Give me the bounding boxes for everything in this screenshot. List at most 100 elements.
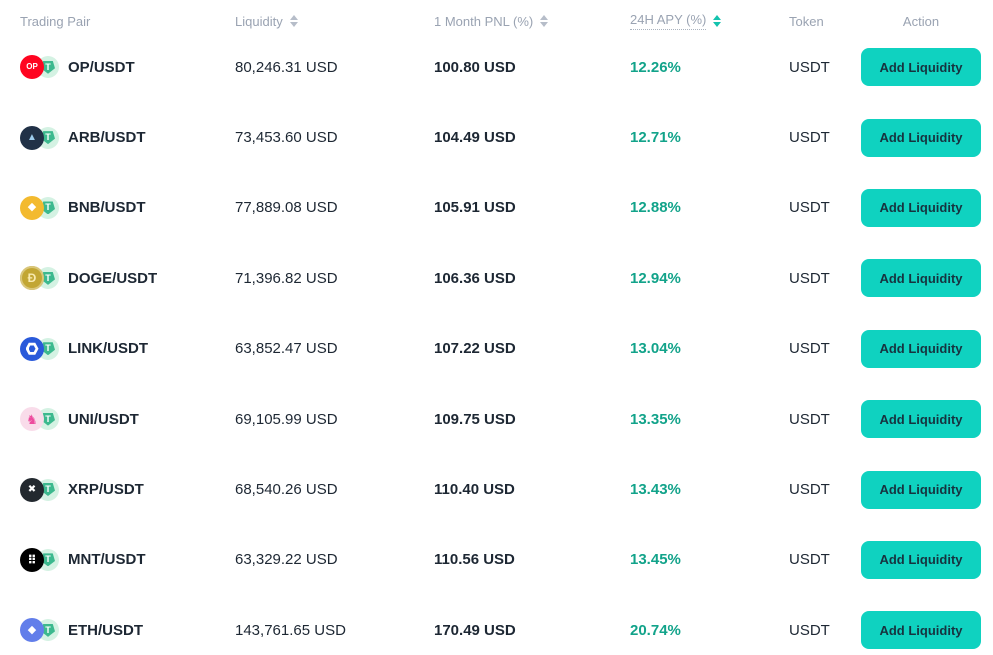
sort-up-icon	[713, 15, 722, 20]
action-cell: Add Liquidity	[861, 540, 981, 579]
action-cell: Add Liquidity	[861, 470, 981, 509]
pair-label: BNB/USDT	[68, 199, 146, 217]
add-liquidity-button[interactable]: Add Liquidity	[861, 188, 981, 227]
pair-icons: ◆ T	[20, 618, 59, 643]
pair-label: LINK/USDT	[68, 340, 148, 358]
pair-label: MNT/USDT	[68, 551, 146, 569]
liquidity-value: 143,761.65 USD	[235, 621, 346, 639]
xrp-coin-icon: ✖	[20, 477, 44, 502]
column-header-action: Action	[861, 15, 981, 28]
column-header-label: Trading Pair	[20, 13, 91, 29]
liquidity-value: 63,329.22 USD	[235, 551, 338, 569]
sort-arrows-icon[interactable]	[713, 15, 722, 27]
pnl-value: 110.56 USD	[434, 551, 515, 569]
apy-value: 13.04%	[630, 340, 681, 358]
pair-label: XRP/USDT	[68, 481, 144, 499]
token-value: USDT	[789, 269, 830, 287]
add-liquidity-button[interactable]: Add Liquidity	[861, 400, 981, 439]
token-value: USDT	[789, 551, 830, 569]
column-header-label: 1 Month PNL (%)	[434, 13, 534, 29]
action-cell: Add Liquidity	[861, 118, 981, 157]
sort-up-icon	[289, 15, 298, 20]
pair-icons: OP T	[20, 55, 59, 80]
apy-value: 20.74%	[630, 621, 681, 639]
apy-value: 13.35%	[630, 410, 681, 428]
apy-value: 12.26%	[630, 58, 681, 76]
uniswap-coin-icon: ♞	[20, 407, 44, 432]
pnl-value: 107.22 USD	[434, 340, 516, 358]
add-liquidity-button[interactable]: Add Liquidity	[861, 611, 981, 650]
column-header-token: Token	[789, 15, 861, 28]
pair-icons: ▲ T	[20, 125, 59, 150]
column-header-liquidity[interactable]: Liquidity	[235, 15, 434, 28]
add-liquidity-button[interactable]: Add Liquidity	[861, 470, 981, 509]
add-liquidity-button[interactable]: Add Liquidity	[861, 259, 981, 298]
table-row: OP T OP/USDT 80,246.31 USD 100.80 USD 12…	[0, 32, 993, 102]
apy-value: 13.43%	[630, 481, 681, 499]
pnl-value: 105.91 USD	[434, 199, 516, 217]
arbitrum-coin-icon: ▲	[20, 125, 44, 150]
chainlink-coin-icon	[20, 336, 44, 361]
trading-pair-cell: OP T OP/USDT	[20, 55, 235, 80]
apy-value: 13.45%	[630, 551, 681, 569]
sort-down-icon	[289, 22, 298, 27]
trading-pair-cell: ⠿ T MNT/USDT	[20, 547, 235, 572]
action-cell: Add Liquidity	[861, 48, 981, 87]
trading-pair-cell: ▲ T ARB/USDT	[20, 125, 235, 150]
column-header-label: Liquidity	[235, 13, 283, 29]
add-liquidity-button[interactable]: Add Liquidity	[861, 540, 981, 579]
mantle-coin-icon: ⠿	[20, 547, 44, 572]
column-header-label: Token	[789, 13, 824, 29]
action-cell: Add Liquidity	[861, 259, 981, 298]
token-value: USDT	[789, 340, 830, 358]
sort-up-icon	[540, 15, 549, 20]
column-header-label: Action	[902, 13, 940, 29]
pair-label: DOGE/USDT	[68, 269, 158, 287]
trading-pair-cell: Ð T DOGE/USDT	[20, 266, 235, 291]
pnl-value: 104.49 USD	[434, 129, 516, 147]
op-coin-icon: OP	[20, 55, 44, 80]
sort-arrows-icon[interactable]	[540, 15, 549, 27]
pair-icons: ◆ T	[20, 195, 59, 220]
token-value: USDT	[789, 481, 830, 499]
add-liquidity-button[interactable]: Add Liquidity	[861, 329, 981, 368]
token-value: USDT	[789, 199, 830, 217]
pnl-value: 106.36 USD	[434, 269, 516, 287]
add-liquidity-button[interactable]: Add Liquidity	[861, 48, 981, 87]
action-cell: Add Liquidity	[861, 611, 981, 650]
token-value: USDT	[789, 410, 830, 428]
table-row: ✖ T XRP/USDT 68,540.26 USD 110.40 USD 13…	[0, 454, 993, 524]
sort-down-icon	[540, 22, 549, 27]
pnl-value: 170.49 USD	[434, 621, 516, 639]
ethereum-coin-icon: ◆	[20, 618, 44, 643]
token-value: USDT	[789, 621, 830, 639]
column-header-label: 24H APY (%)	[630, 13, 707, 30]
token-value: USDT	[789, 58, 830, 76]
column-header-apy[interactable]: 24H APY (%)	[630, 13, 789, 30]
hexagon-shape	[25, 342, 39, 355]
liquidity-value: 73,453.60 USD	[235, 129, 338, 147]
apy-value: 12.94%	[630, 269, 681, 287]
pair-label: OP/USDT	[68, 58, 135, 76]
table-row: T LINK/USDT 63,852.47 USD 107.22 USD 13.…	[0, 314, 993, 384]
column-header-pnl[interactable]: 1 Month PNL (%)	[434, 15, 630, 28]
pair-label: ETH/USDT	[68, 621, 143, 639]
table-row: Ð T DOGE/USDT 71,396.82 USD 106.36 USD 1…	[0, 243, 993, 313]
liquidity-value: 69,105.99 USD	[235, 410, 338, 428]
action-cell: Add Liquidity	[861, 400, 981, 439]
add-liquidity-button[interactable]: Add Liquidity	[861, 118, 981, 157]
table-row: ▲ T ARB/USDT 73,453.60 USD 104.49 USD 12…	[0, 102, 993, 172]
table-header: Trading Pair Liquidity 1 Month PNL (%) 2…	[0, 0, 993, 32]
pair-icons: ✖ T	[20, 477, 59, 502]
column-header-pair: Trading Pair	[20, 15, 235, 28]
apy-value: 12.88%	[630, 199, 681, 217]
liquidity-value: 68,540.26 USD	[235, 481, 338, 499]
pair-icons: ♞ T	[20, 407, 59, 432]
table-row: ♞ T UNI/USDT 69,105.99 USD 109.75 USD 13…	[0, 384, 993, 454]
trading-pair-cell: ◆ T ETH/USDT	[20, 618, 235, 643]
sort-arrows-icon[interactable]	[289, 15, 298, 27]
pair-label: ARB/USDT	[68, 129, 146, 147]
liquidity-value: 80,246.31 USD	[235, 58, 338, 76]
table-body: OP T OP/USDT 80,246.31 USD 100.80 USD 12…	[0, 32, 993, 655]
